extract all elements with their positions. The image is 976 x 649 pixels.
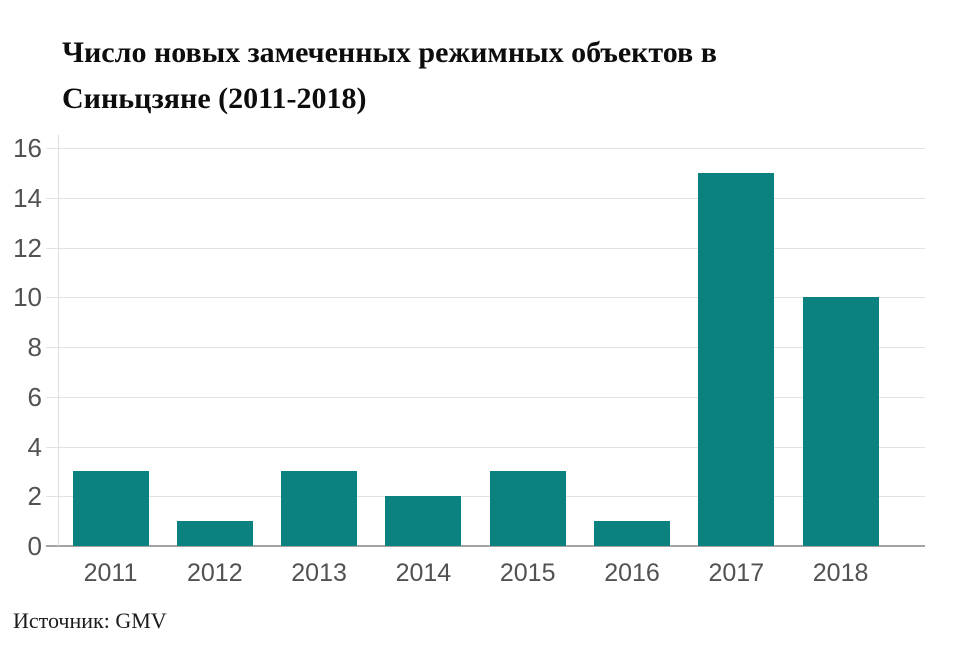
- y-tick-label-6: 6: [27, 381, 42, 412]
- chart-title: Число новых замеченных режимных объектов…: [62, 30, 902, 122]
- bar-2017: [698, 172, 775, 546]
- y-tick-label-8: 8: [27, 332, 42, 362]
- x-tick-label-2018: 2018: [812, 559, 869, 587]
- bar-2012: [176, 521, 253, 546]
- x-tick-label-2012: 2012: [186, 559, 243, 587]
- gridline-2: [46, 496, 925, 498]
- bar-2011: [72, 471, 149, 546]
- y-tick-label-12: 12: [13, 232, 42, 263]
- gridline-12: [46, 247, 925, 249]
- bar-2018: [802, 297, 879, 546]
- gridline-16: [46, 148, 925, 149]
- gridline-6: [46, 396, 925, 398]
- bar-2013: [281, 471, 358, 546]
- chart-title-line-1: Число новых замеченных режимных объектов…: [62, 36, 717, 69]
- x-tick-label-2014: 2014: [395, 559, 452, 587]
- bar-2016: [594, 521, 670, 546]
- y-axis-line: [58, 135, 59, 546]
- x-tick-label-2013: 2013: [291, 559, 347, 587]
- gridline-4: [46, 446, 925, 448]
- x-tick-label-2011: 2011: [83, 559, 138, 587]
- bar-2015: [489, 471, 566, 546]
- y-tick-label-10: 10: [13, 282, 42, 313]
- gridline-10: [46, 297, 925, 299]
- gridline-14: [46, 197, 925, 199]
- x-tick-label-2017: 2017: [708, 559, 765, 587]
- gridline-8: [46, 347, 925, 348]
- bar-2014: [385, 496, 462, 546]
- y-tick-label-0: 0: [27, 531, 42, 561]
- y-tick-label-4: 4: [27, 431, 42, 462]
- x-tick-label-2016: 2016: [604, 559, 660, 587]
- x-axis-line: [46, 545, 925, 547]
- source-note: Источник: GMV: [13, 608, 167, 633]
- x-tick-label-2015: 2015: [499, 559, 556, 587]
- y-tick-label-2: 2: [27, 481, 42, 512]
- y-tick-label-16: 16: [13, 133, 42, 163]
- y-tick-label-14: 14: [13, 182, 42, 213]
- chart-title-line-2: Синьцзяне (2011-2018): [62, 82, 367, 115]
